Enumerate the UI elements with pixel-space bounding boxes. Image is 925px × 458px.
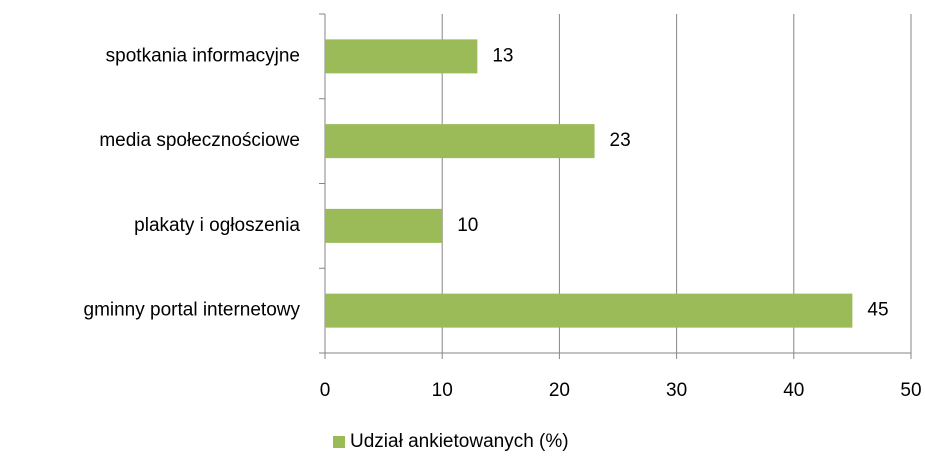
data-label: 45 bbox=[867, 300, 888, 321]
bar bbox=[325, 208, 443, 243]
bar bbox=[325, 293, 853, 328]
y-tick-label: media społecznościowe bbox=[99, 130, 300, 151]
data-label: 23 bbox=[610, 130, 631, 151]
data-label: 10 bbox=[457, 215, 478, 236]
legend-label: Udział ankietowanych (%) bbox=[350, 431, 569, 452]
x-tick-label: 20 bbox=[549, 380, 570, 401]
x-tick-label: 10 bbox=[432, 380, 453, 401]
y-tick-label: plakaty i ogłoszenia bbox=[134, 215, 300, 236]
y-tick-label: spotkania informacyjne bbox=[106, 45, 300, 66]
legend-swatch bbox=[333, 436, 345, 448]
data-label: 13 bbox=[492, 45, 513, 66]
x-tick-label: 30 bbox=[666, 380, 687, 401]
bar bbox=[325, 124, 595, 159]
bar bbox=[325, 39, 478, 74]
y-tick-label: gminny portal internetowy bbox=[84, 300, 301, 321]
x-tick-label: 0 bbox=[320, 380, 331, 401]
x-tick-label: 50 bbox=[900, 380, 921, 401]
x-tick-label: 40 bbox=[783, 380, 804, 401]
